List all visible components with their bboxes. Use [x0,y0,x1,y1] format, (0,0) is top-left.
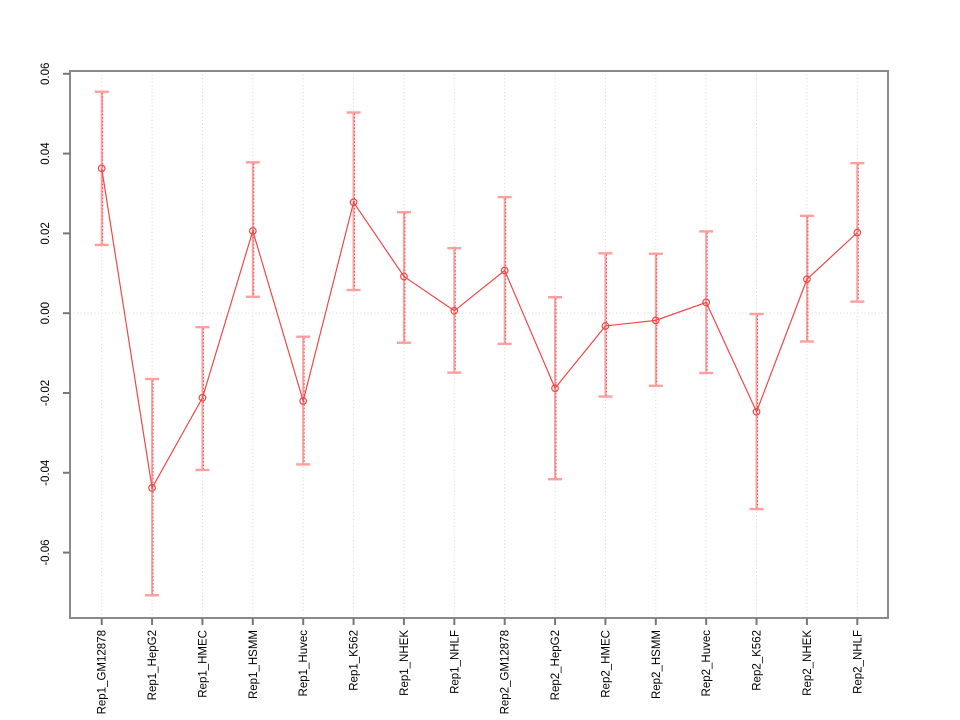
data-point [148,484,156,492]
x-tick-label: Rep2_Huvec [701,630,713,697]
data-point [450,306,459,315]
y-tick-label: 0.04 [40,142,52,165]
y-tick-label: 0.00 [40,302,52,324]
x-tick-label: Rep2_K562 [752,630,764,691]
x-tick-label: Rep1_HMEC [197,630,209,698]
data-point [803,275,811,284]
y-tick-label: -0.02 [40,380,52,406]
data-point [248,227,257,235]
data-point [601,322,610,330]
x-tick-label: Rep2_GM12878 [500,630,512,714]
data-point [349,198,358,207]
data-point [551,384,559,393]
data-point [702,298,711,307]
data-point [500,266,509,275]
data-point [97,164,106,173]
plot-border [69,70,889,619]
y-tick-label: 0.02 [40,222,52,244]
data-point [752,407,761,416]
data-point [400,272,408,281]
data-point [853,228,862,237]
x-tick-label: Rep2_HepG2 [550,630,562,700]
data-point [651,316,660,325]
data-point [198,393,207,402]
x-tick-label: Rep1_Huvec [298,630,310,697]
x-tick-label: Rep2_NHEK [802,630,814,696]
y-tick-label: -0.06 [40,539,52,565]
x-tick-label: Rep1_GM12878 [97,630,109,714]
x-tick-label: Rep1_NHEK [399,630,411,696]
data-point [299,397,308,405]
x-tick-label: Rep2_HSMM [651,630,663,699]
x-tick-label: Rep1_HepG2 [147,630,159,700]
x-tick-label: Rep1_K562 [349,630,361,691]
x-tick-label: Rep2_NHLF [852,630,864,694]
x-tick-label: Rep1_HSMM [248,630,260,699]
y-tick-label: 0.06 [40,63,52,85]
y-tick-label: -0.04 [40,459,52,486]
x-tick-label: Rep1_NHLF [449,630,461,694]
data-line [101,168,858,490]
x-tick-label: Rep2_HMEC [600,630,612,698]
